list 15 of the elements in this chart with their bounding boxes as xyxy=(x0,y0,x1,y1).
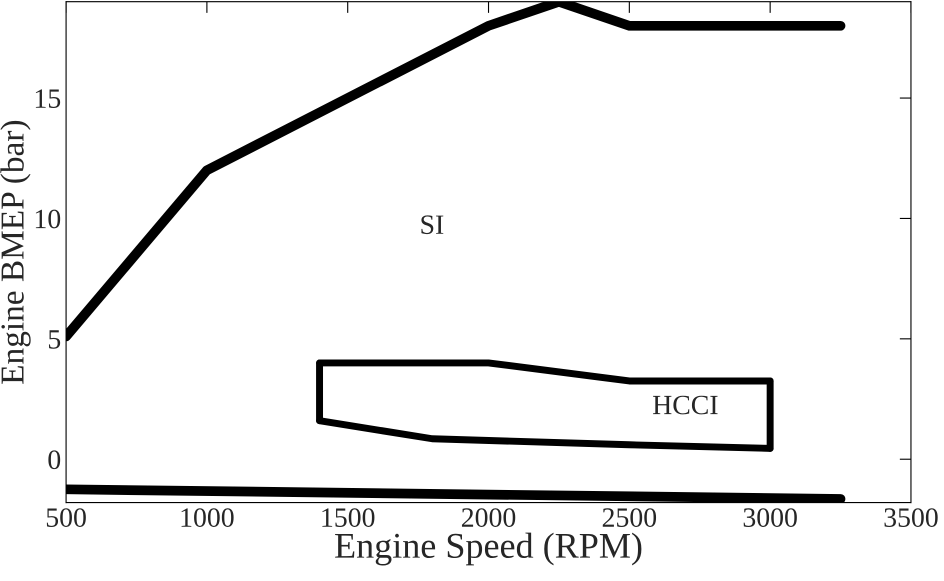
annotation: SI xyxy=(421,215,444,234)
y-tick-label: 5 xyxy=(48,330,60,349)
y-tick-label: 0 xyxy=(48,450,60,470)
annotation: HCCI xyxy=(652,396,718,414)
x-tick-label: 3000 xyxy=(744,508,797,527)
x-tick-label: 3500 xyxy=(884,508,938,527)
x-tick-label: 500 xyxy=(46,508,86,527)
x-tick-label: 2000 xyxy=(462,508,516,527)
x-axis-title: Engine Speed (RPM) xyxy=(335,532,642,566)
y-tick-label: 10 xyxy=(36,210,60,228)
x-tick-label: 2500 xyxy=(602,508,656,527)
x-tick-label: 1500 xyxy=(322,508,374,527)
x-tick-label: 1000 xyxy=(182,508,234,527)
y-tick-label: 15 xyxy=(36,89,60,108)
y-axis-title: Engine BMEP (bar) xyxy=(0,120,31,384)
